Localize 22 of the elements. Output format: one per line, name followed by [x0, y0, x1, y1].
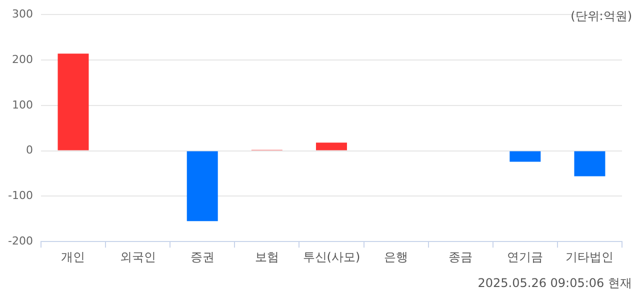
x-tick-label: 기타법인 [566, 250, 614, 264]
x-tick-label: 보험 [254, 250, 279, 264]
x-tick-label: 종금 [448, 250, 473, 264]
y-tick-label: 0 [26, 144, 33, 157]
x-tick-label: 연기금 [507, 250, 544, 264]
y-tick-label: 200 [12, 52, 33, 66]
text: 2025.05.26 09:05:06 현재 [478, 275, 632, 292]
bar [58, 54, 89, 150]
x-tick-label: 투신(사모) [302, 250, 360, 264]
bar [510, 151, 541, 162]
y-tick-label: 300 [12, 7, 33, 20]
y-tick-label: -200 [8, 234, 33, 248]
bar [316, 142, 347, 150]
x-tick-label: 증권 [190, 250, 214, 264]
bar [186, 151, 218, 222]
x-tick-label: 은행 [384, 250, 408, 264]
annotation: (단위:억원) [570, 8, 632, 25]
bar [574, 151, 606, 176]
y-tick-label: -100 [8, 189, 33, 202]
y-tick-label: 100 [12, 98, 33, 112]
x-tick-label: 개인 [61, 250, 86, 264]
x-tick-label: 외국인 [120, 250, 156, 264]
